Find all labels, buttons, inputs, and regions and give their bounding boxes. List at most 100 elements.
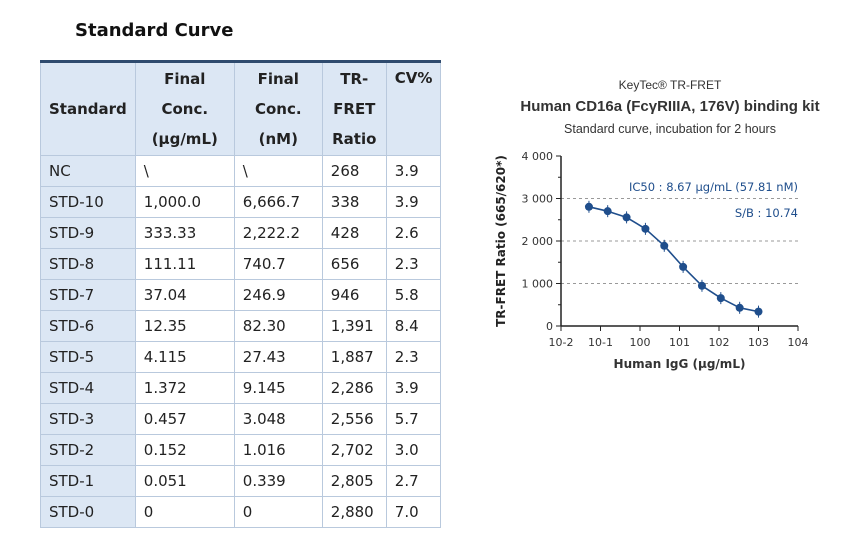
table-cell: 37.04 — [134, 279, 235, 311]
table-cell: STD-10 — [40, 186, 136, 218]
table-cell: 5.7 — [385, 403, 442, 435]
table-cell: 3.0 — [385, 434, 442, 466]
table-cell: 5.8 — [385, 279, 442, 311]
y-tick-label: 1 000 — [522, 278, 554, 291]
x-tick-label: 103 — [748, 336, 769, 349]
table-cell: 9.145 — [233, 372, 323, 404]
table-cell: 0.339 — [233, 465, 323, 497]
table-cell: STD-7 — [40, 279, 136, 311]
data-point — [603, 207, 612, 216]
data-point — [754, 307, 763, 316]
table-cell: 12.35 — [134, 310, 235, 342]
table-cell: 656 — [321, 248, 387, 280]
sb-annotation: S/B : 10.74 — [735, 206, 798, 220]
table-cell: 1,391 — [321, 310, 387, 342]
chart-brand: KeyTec® TR-FRET — [618, 78, 722, 92]
ic50-annotation: IC50 : 8.67 μg/mL (57.81 nM) — [629, 180, 798, 194]
column-header: TR-FRET Ratio — [321, 61, 387, 156]
table-cell: 1.016 — [233, 434, 323, 466]
table-cell: 333.33 — [134, 217, 235, 249]
data-point — [660, 241, 669, 250]
y-tick-label: 2 000 — [522, 235, 554, 248]
table-cell: STD-3 — [40, 403, 136, 435]
table-cell: 82.30 — [233, 310, 323, 342]
table-row: STD-3 0.457 3.048 2,556 5.7 — [40, 403, 442, 435]
table-cell: 2,880 — [321, 496, 387, 528]
table-cell: 338 — [321, 186, 387, 218]
table-cell: 2.3 — [385, 341, 442, 373]
table-cell: 2,556 — [321, 403, 387, 435]
table-cell: STD-1 — [40, 465, 136, 497]
data-point — [584, 202, 593, 211]
table-row: STD-4 1.372 9.145 2,286 3.9 — [40, 372, 442, 404]
data-point — [716, 294, 725, 303]
table-cell: 428 — [321, 217, 387, 249]
x-tick-label: 104 — [788, 336, 809, 349]
table-row: STD-0 0 0 2,880 7.0 — [40, 496, 442, 528]
table-cell: \ — [134, 155, 235, 187]
table-cell: 3.9 — [385, 186, 442, 218]
fitted-curve — [588, 206, 759, 313]
table-cell: 0 — [134, 496, 235, 528]
table-cell: 268 — [321, 155, 387, 187]
table-cell: 7.0 — [385, 496, 442, 528]
y-axis-label: TR-FRET Ratio (665/620*) — [494, 155, 508, 327]
y-tick-label: 0 — [546, 320, 553, 333]
table-cell: 0.457 — [134, 403, 235, 435]
data-point — [641, 224, 650, 233]
y-tick-label: 3 000 — [522, 193, 554, 206]
table-cell: 3.9 — [385, 155, 442, 187]
section-title: Standard Curve — [75, 20, 234, 41]
column-header: CV% — [385, 61, 442, 156]
table-cell: 2,286 — [321, 372, 387, 404]
table-cell: 3.048 — [233, 403, 323, 435]
table-cell: STD-4 — [40, 372, 136, 404]
data-point — [622, 213, 631, 222]
table-cell: 1,887 — [321, 341, 387, 373]
table-row: STD-6 12.35 82.30 1,391 8.4 — [40, 310, 442, 342]
x-tick-label: 100 — [630, 336, 651, 349]
table-row: STD-2 0.152 1.016 2,702 3.0 — [40, 434, 442, 466]
y-tick-label: 4 000 — [522, 150, 554, 163]
x-tick-label: 10-1 — [588, 336, 613, 349]
table-cell: 0.152 — [134, 434, 235, 466]
table-row: STD-5 4.115 27.43 1,887 2.3 — [40, 341, 442, 373]
table-cell: 27.43 — [233, 341, 323, 373]
chart-plot: 0 1 000 2 000 3 000 4 000 10-2 10-1 100 101 102 10… — [494, 150, 809, 371]
chart-title: Human CD16a (FcγRIIIA, 176V) binding kit — [520, 98, 820, 115]
x-tick-label: 101 — [669, 336, 690, 349]
table-cell: STD-5 — [40, 341, 136, 373]
x-tick-label: 10-2 — [549, 336, 574, 349]
table-cell: STD-6 — [40, 310, 136, 342]
standard-curve-table: Standard Final Conc. (μg/mL) Final Conc. (… — [40, 60, 442, 528]
table-cell: 740.7 — [233, 248, 323, 280]
table-cell: 2.3 — [385, 248, 442, 280]
table-cell: STD-0 — [40, 496, 136, 528]
table-cell: 2,222.2 — [233, 217, 323, 249]
x-tick-label: 102 — [709, 336, 730, 349]
data-point — [735, 303, 744, 312]
table-row: STD-1 0.051 0.339 2,805 2.7 — [40, 465, 442, 497]
table-cell: 2,702 — [321, 434, 387, 466]
column-header: Final Conc. (μg/mL) — [134, 61, 235, 156]
table-cell: 0 — [233, 496, 323, 528]
table-cell: 246.9 — [233, 279, 323, 311]
column-header: Final Conc. (nM) — [233, 61, 323, 156]
data-point — [697, 281, 706, 290]
table-row: STD-10 1,000.0 6,666.7 338 3.9 — [40, 186, 442, 218]
table-row: STD-8 111.11 740.7 656 2.3 — [40, 248, 442, 280]
table-cell: 6,666.7 — [233, 186, 323, 218]
table-cell: STD-2 — [40, 434, 136, 466]
chart-subtitle: Standard curve, incubation for 2 hours — [564, 122, 776, 136]
table-cell: STD-9 — [40, 217, 136, 249]
x-axis-label: Human IgG (μg/mL) — [614, 357, 746, 371]
table-cell: NC — [40, 155, 136, 187]
table-cell: 2.6 — [385, 217, 442, 249]
table-row: NC \ \ 268 3.9 — [40, 155, 442, 187]
table-cell: 946 — [321, 279, 387, 311]
table-cell: 3.9 — [385, 372, 442, 404]
table-row: STD-7 37.04 246.9 946 5.8 — [40, 279, 442, 311]
table-cell: 111.11 — [134, 248, 235, 280]
table-cell: 1.372 — [134, 372, 235, 404]
table-cell: 0.051 — [134, 465, 235, 497]
